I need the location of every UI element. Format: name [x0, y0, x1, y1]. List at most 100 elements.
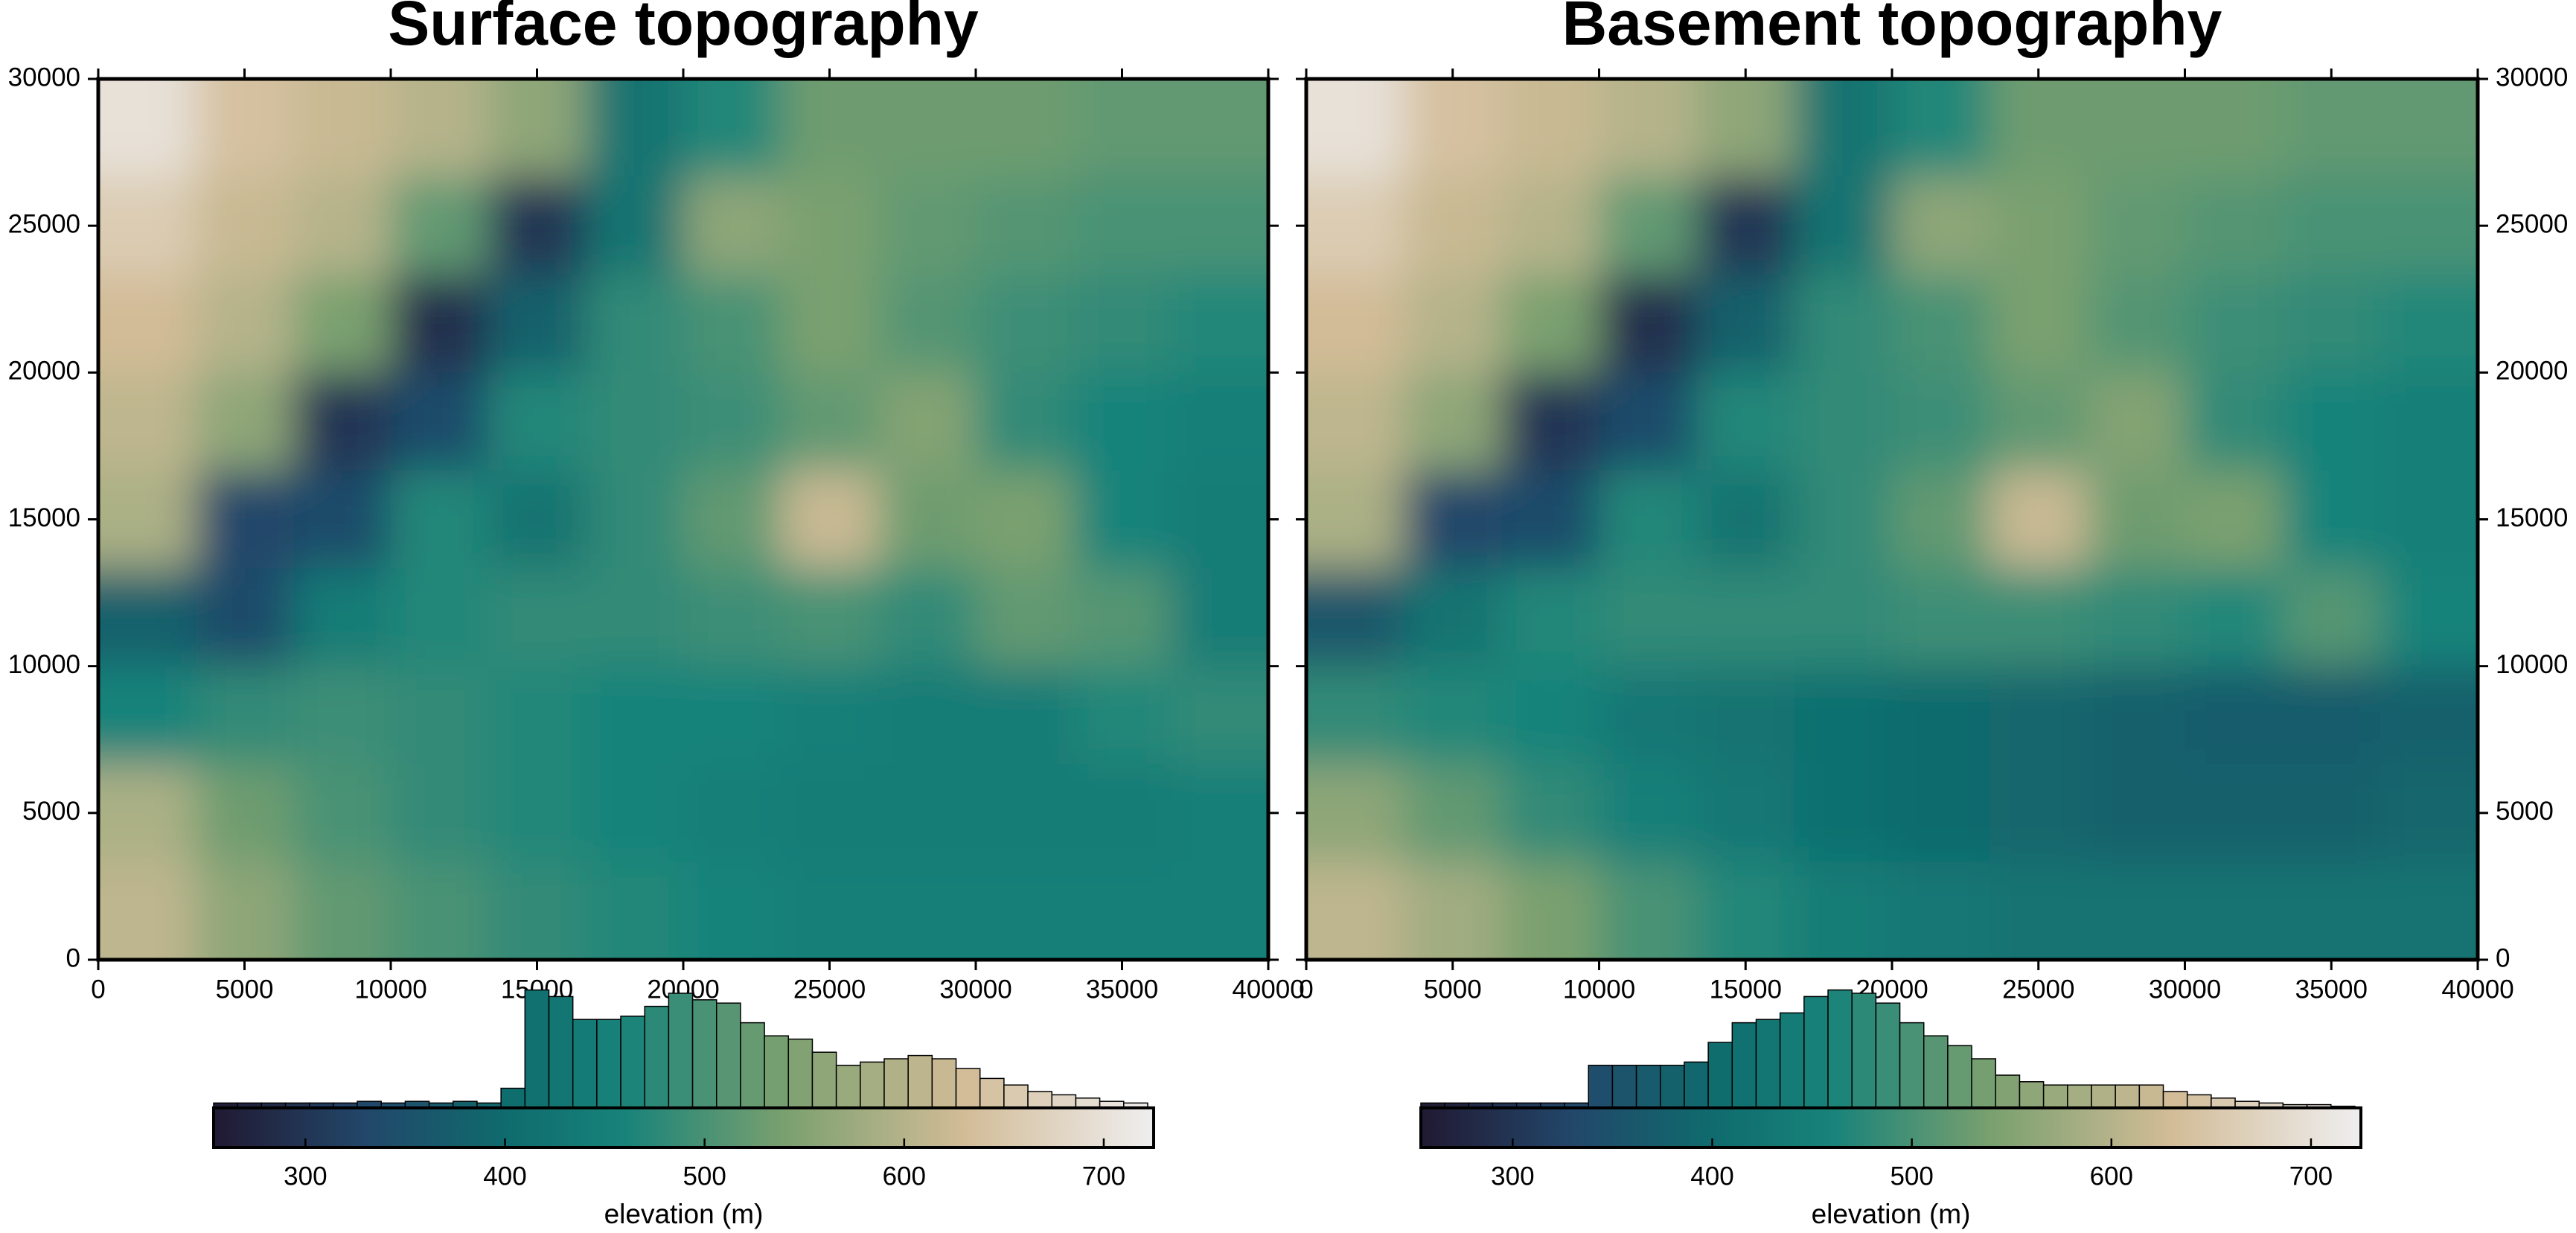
heatmap-cell [1892, 470, 1991, 570]
heatmap-cell [585, 372, 684, 471]
histogram-bar [1923, 1035, 1949, 1109]
histogram-bar [1003, 1084, 1029, 1109]
heatmap-cell [683, 568, 782, 667]
y-tick-label: 25000 [8, 209, 80, 238]
heatmap-cell [1073, 764, 1172, 863]
heatmap-cell [1989, 861, 2088, 960]
y-tick-label: 15000 [2496, 503, 2568, 532]
heatmap-cell [1073, 274, 1172, 374]
histogram-bar [835, 1065, 861, 1109]
histogram-bar [2019, 1081, 2045, 1109]
histogram-bar [1827, 989, 1853, 1109]
heatmap-cell [1794, 861, 1893, 960]
heatmap-cell [1306, 372, 1405, 471]
x-tick-label: 10000 [1563, 975, 1635, 1004]
heatmap-cell [1794, 470, 1893, 570]
y-tick-label: 20000 [2496, 357, 2568, 386]
heatmap-cell [1696, 274, 1795, 374]
heatmap-cell [1892, 372, 1991, 471]
heatmap-cell [976, 861, 1075, 960]
heatmap-cell [2185, 666, 2283, 765]
heatmap-cell [488, 176, 587, 275]
heatmap-cell [391, 79, 490, 178]
heatmap-cell [1696, 861, 1795, 960]
heatmap-cell [1073, 568, 1172, 667]
heatmap-cell [1696, 568, 1795, 667]
histogram-bar [1875, 1002, 1901, 1109]
heatmap-cell [2282, 470, 2381, 570]
histogram-bar [2091, 1084, 2116, 1109]
histogram-bar [548, 995, 574, 1109]
heatmap-cell [2185, 79, 2283, 178]
histogram-bar [1611, 1065, 1637, 1109]
heatmap-cell [976, 470, 1075, 570]
heatmap-cell [2087, 764, 2186, 863]
histogram-bar [1755, 1019, 1781, 1109]
heatmap-cell [2087, 568, 2186, 667]
heatmap-cell [2087, 861, 2186, 960]
heatmap-cell [1170, 568, 1268, 667]
heatmap-cell [1404, 79, 1503, 178]
colorbar-tick-label: 300 [1491, 1162, 1534, 1191]
x-tick-label: 10000 [354, 975, 426, 1004]
heatmap-cell [878, 666, 977, 765]
heatmap-cell [1170, 764, 1268, 863]
histogram-bar [1684, 1061, 1709, 1109]
heatmap-cell [1892, 274, 1991, 374]
heatmap-cell [293, 666, 391, 765]
histogram-bar [1707, 1042, 1733, 1109]
y-tick-label: 25000 [2496, 209, 2568, 238]
heatmap-cell [2282, 861, 2381, 960]
heatmap-cell [976, 176, 1075, 275]
heatmap-cell [98, 274, 197, 374]
x-tick-label: 40000 [1232, 975, 1304, 1004]
heatmap-cell [1794, 176, 1893, 275]
histogram-bar [1947, 1045, 1972, 1109]
heatmap-cell [1794, 79, 1893, 178]
heatmap-cell [781, 861, 879, 960]
histogram-bar [2186, 1094, 2212, 1109]
histogram-bar [811, 1051, 837, 1109]
heatmap-cell [2087, 274, 2186, 374]
histogram-bar [1803, 995, 1829, 1109]
heatmap-cell [683, 861, 782, 960]
histogram-bar [1779, 1012, 1805, 1109]
heatmap-cell [2282, 764, 2381, 863]
y-tick-label: 0 [2496, 943, 2510, 972]
heatmap-cell [196, 764, 294, 863]
histogram-bar [572, 1019, 598, 1109]
y-tick-label: 0 [66, 943, 80, 972]
heatmap-cell [2087, 372, 2186, 471]
heatmap-cell [1306, 861, 1405, 960]
heatmap-cell [878, 79, 977, 178]
heatmap-cell [1501, 176, 1600, 275]
heatmap-cell [781, 79, 879, 178]
heatmap-cell [878, 764, 977, 863]
histogram-bar [740, 1022, 765, 1109]
histogram-bar [1731, 1022, 1757, 1109]
heatmap-cell [1306, 568, 1405, 667]
heatmap-cell [196, 470, 294, 570]
heatmap-cell [1170, 176, 1268, 275]
heatmap-cell [2087, 79, 2186, 178]
heatmap-cell [1073, 861, 1172, 960]
heatmap-cell [293, 79, 391, 178]
heatmap-cell [2380, 176, 2478, 275]
histogram-bar [596, 1019, 621, 1109]
heatmap-cell [2282, 372, 2381, 471]
heatmap-cell [196, 861, 294, 960]
histogram-bar [1851, 993, 1877, 1109]
x-tick-label: 40000 [2441, 975, 2513, 1004]
histogram-bar [620, 1016, 645, 1109]
heatmap-cell [98, 372, 197, 471]
histogram-bar [1051, 1094, 1077, 1109]
heatmap-cell [2185, 764, 2283, 863]
heatmap-cell [878, 568, 977, 667]
heatmap-cell [781, 176, 879, 275]
y-tick-label: 10000 [8, 650, 80, 679]
histogram-bar [1588, 1065, 1614, 1109]
heatmap-cell [1696, 79, 1795, 178]
heatmap-cell [1170, 666, 1268, 765]
heatmap-cell [878, 470, 977, 570]
heatmap-cell [585, 764, 684, 863]
